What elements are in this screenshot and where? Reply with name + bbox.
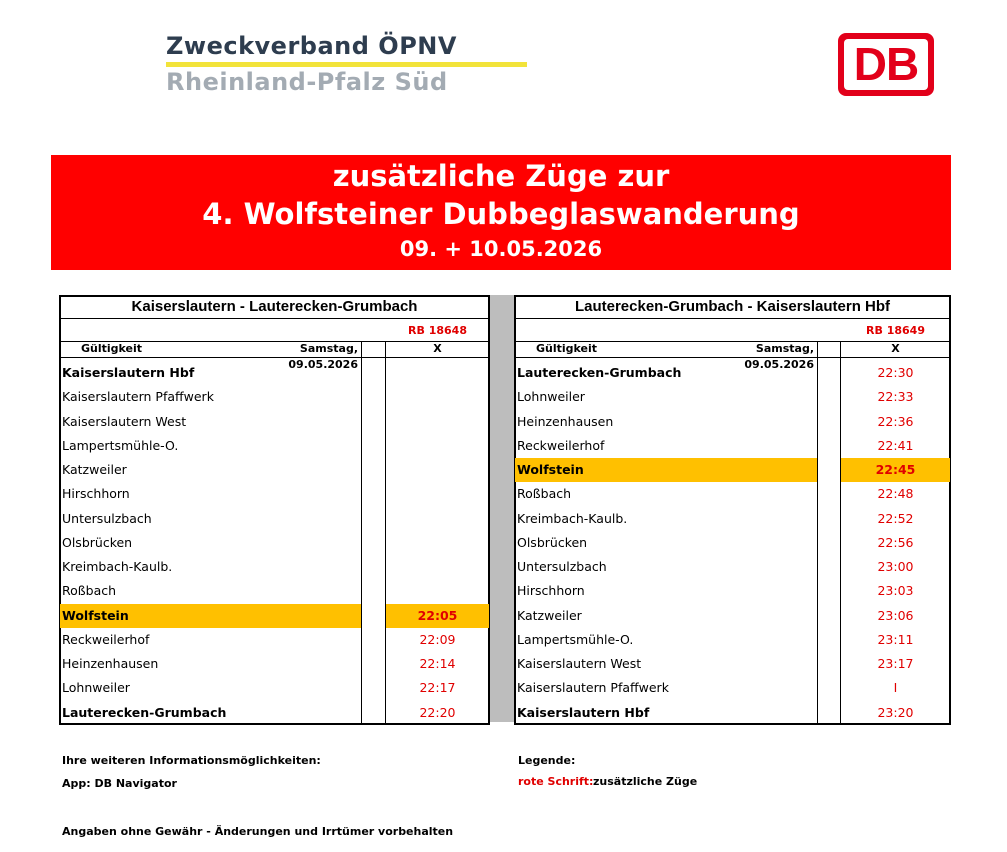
org-stripe [166, 62, 527, 67]
day-code: X [891, 342, 900, 355]
header-line [59, 357, 490, 358]
highlight [386, 603, 489, 628]
departure-time: 22:14 [419, 656, 456, 671]
station: Olsbrücken [517, 534, 588, 550]
day-code: X [433, 342, 442, 355]
station: Wolfstein [517, 462, 584, 477]
legend-label: Legende: [518, 754, 576, 767]
column-line [361, 341, 362, 725]
app-info: App: DB Navigator [62, 777, 177, 790]
station: Roßbach [517, 486, 572, 502]
station: Kreimbach-Kaulb. [517, 510, 628, 526]
station: Reckweilerhof [517, 437, 605, 453]
banner-line: zusätzliche Züge zur [332, 159, 670, 193]
disclaimer: Angaben ohne Gewähr - Änderungen und Irr… [62, 825, 454, 838]
org-region: Rheinland-Pfalz Süd [166, 68, 448, 96]
table-frame [59, 295, 490, 725]
validity-label: Gültigkeit [536, 342, 598, 355]
station: Kaiserslautern Hbf [62, 365, 195, 380]
db-logo: DB [838, 33, 934, 96]
departure-time: 23:03 [877, 583, 914, 599]
table-frame [514, 295, 951, 725]
divider [490, 295, 514, 722]
highlight [60, 603, 361, 628]
header-line [59, 341, 490, 342]
station: Olsbrücken [62, 534, 133, 550]
departure-time: 22:45 [875, 462, 916, 477]
legend-text: zusätzliche Züge [593, 775, 698, 788]
station: Untersulzbach [62, 510, 152, 526]
validity-label: Gültigkeit [81, 342, 143, 355]
station: Heinzenhausen [517, 413, 614, 429]
table-title: Lauterecken-Grumbach - Kaiserslautern Hb… [514, 295, 951, 319]
station: Roßbach [62, 583, 117, 599]
station: Kaiserslautern Pfaffwerk [62, 389, 214, 405]
station: Lauterecken-Grumbach [517, 365, 682, 380]
departure-time: 22:48 [877, 486, 914, 502]
highlight [515, 458, 817, 483]
station: Untersulzbach [517, 559, 607, 574]
validity-date: Samstag, 09.05.2026 [744, 342, 814, 371]
station: Katzweiler [517, 607, 582, 623]
departure-time: 22:33 [877, 389, 914, 405]
validity-date: Samstag, 09.05.2026 [288, 342, 358, 371]
departure-time: I [893, 680, 898, 696]
departure-time: 23:17 [877, 656, 914, 671]
station: Katzweiler [62, 462, 127, 477]
highlight [841, 458, 950, 483]
db-logo-text: DB [844, 39, 928, 90]
departure-time: 22:09 [419, 631, 456, 647]
legend-key: rote Schrift: [518, 775, 594, 788]
departure-time: 22:05 [417, 607, 458, 623]
departure-time: 22:52 [877, 510, 914, 526]
station: Lampertsmühle-O. [62, 437, 179, 453]
header-line [514, 341, 951, 342]
station: Kaiserslautern Hbf [517, 704, 650, 720]
station: Lampertsmühle-O. [517, 631, 634, 647]
table-title: Kaiserslautern - Lauterecken-Grumbach [59, 295, 490, 319]
station: Kaiserslautern West [62, 413, 187, 429]
departure-time: 22:56 [877, 534, 914, 550]
header-line [514, 357, 951, 358]
banner: zusätzliche Züge zur 4. Wolfsteiner Dubb… [51, 155, 951, 270]
station: Lauterecken-Grumbach [62, 704, 227, 720]
station: Heinzenhausen [62, 656, 159, 671]
departure-time: 22:20 [419, 704, 456, 720]
departure-time: 22:36 [877, 413, 914, 429]
departure-time: 23:06 [877, 607, 914, 623]
column-line [817, 341, 818, 725]
station: Kaiserslautern Pfaffwerk [517, 680, 669, 696]
station: Hirschhorn [62, 486, 130, 502]
station: Kreimbach-Kaulb. [62, 559, 173, 574]
org-name: Zweckverband ÖPNV [166, 32, 457, 60]
train-number: RB 18649 [866, 324, 925, 337]
column-line [385, 341, 386, 725]
departure-time: 22:30 [877, 365, 914, 380]
info-label: Ihre weiteren Informationsmöglichkeiten: [62, 754, 321, 767]
station: Reckweilerhof [62, 631, 150, 647]
departure-time: 23:20 [877, 704, 914, 720]
departure-time: 23:11 [877, 631, 914, 647]
station: Lohnweiler [62, 680, 130, 696]
station: Kaiserslautern West [517, 656, 642, 671]
station: Hirschhorn [517, 583, 585, 599]
banner-line: 4. Wolfsteiner Dubbeglaswanderung [202, 197, 800, 231]
station: Lohnweiler [517, 389, 585, 405]
departure-time: 22:41 [877, 437, 914, 453]
train-number: RB 18648 [408, 324, 467, 337]
departure-time: 22:17 [419, 680, 456, 696]
banner-line: 09. + 10.05.2026 [399, 237, 603, 261]
departure-time: 23:00 [877, 559, 914, 574]
station: Wolfstein [62, 607, 129, 623]
column-line [840, 341, 841, 725]
